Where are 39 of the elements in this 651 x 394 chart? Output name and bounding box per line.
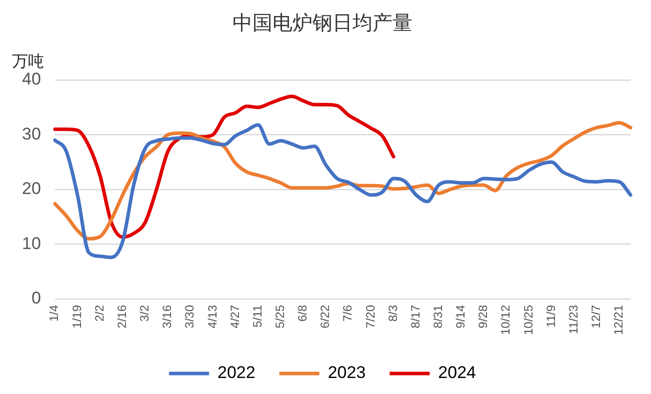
x-tick-label: 10/12 bbox=[498, 304, 513, 335]
x-tick-label: 10/25 bbox=[521, 304, 536, 335]
y-axis-title: 万吨 bbox=[12, 52, 44, 70]
x-tick-label: 3/30 bbox=[182, 304, 197, 328]
y-tick-label: 0 bbox=[31, 288, 41, 308]
x-tick-label: 2/16 bbox=[114, 304, 129, 328]
y-tick-label: 20 bbox=[22, 179, 41, 198]
legend-label: 2024 bbox=[438, 363, 476, 382]
x-tick-label: 3/16 bbox=[160, 304, 174, 328]
x-tick-label: 12/21 bbox=[612, 304, 626, 335]
legend-label: 2023 bbox=[328, 363, 366, 382]
x-tick-label: 5/11 bbox=[250, 304, 264, 328]
y-tick-label: 30 bbox=[22, 124, 41, 144]
y-tick-label: 10 bbox=[22, 234, 41, 253]
x-tick-label: 9/28 bbox=[476, 304, 490, 328]
legend-label: 2022 bbox=[218, 363, 256, 382]
x-tick-label: 4/27 bbox=[228, 304, 242, 328]
x-tick-label: 1/4 bbox=[47, 304, 62, 322]
x-tick-label: 5/25 bbox=[272, 304, 287, 328]
chart-title: 中国电炉钢日均产量 bbox=[232, 12, 412, 35]
x-tick-label: 9/14 bbox=[454, 304, 468, 328]
x-tick-label: 4/13 bbox=[205, 304, 220, 328]
x-tick-label: 6/8 bbox=[296, 304, 310, 322]
x-tick-label: 3/2 bbox=[138, 304, 152, 322]
x-tick-label: 6/22 bbox=[318, 304, 332, 328]
y-tick-label: 40 bbox=[22, 70, 41, 89]
x-tick-label: 8/17 bbox=[408, 304, 422, 328]
line-series bbox=[53, 94, 396, 239]
x-tick-label: 7/20 bbox=[363, 304, 378, 328]
line-series bbox=[53, 120, 632, 241]
x-tick-label: 11/23 bbox=[566, 304, 580, 334]
x-tick-label: 1/19 bbox=[70, 304, 84, 328]
x-tick-label: 8/3 bbox=[386, 304, 400, 322]
line-series bbox=[53, 123, 632, 260]
x-tick-label: 7/6 bbox=[340, 304, 355, 322]
x-tick-label: 2/2 bbox=[92, 304, 106, 322]
x-tick-label: 8/31 bbox=[431, 304, 446, 328]
x-tick-label: 11/9 bbox=[544, 304, 558, 328]
x-tick-label: 12/7 bbox=[589, 304, 604, 328]
